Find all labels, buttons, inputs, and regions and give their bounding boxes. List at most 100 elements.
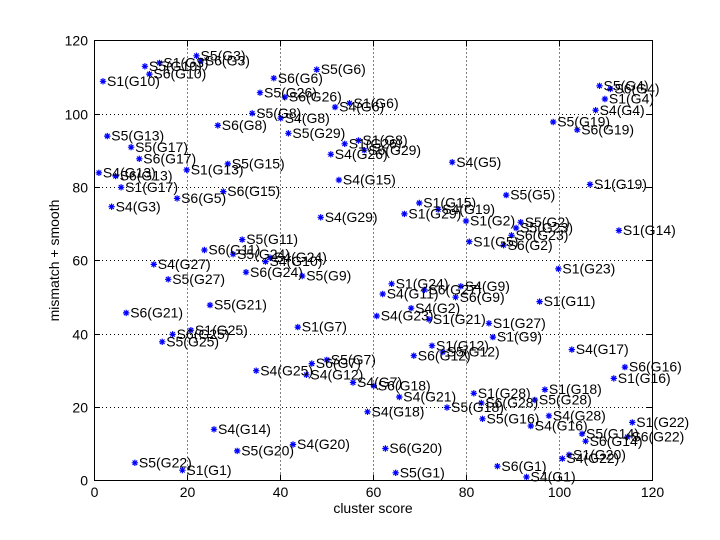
- svg-text:S5(G19): S5(G19): [557, 114, 610, 130]
- svg-text:S4(G25): S4(G25): [260, 362, 313, 378]
- svg-text:S4(G3): S4(G3): [116, 198, 161, 214]
- svg-text:S4(G6): S4(G6): [339, 99, 384, 115]
- svg-text:S1(G26): S1(G26): [349, 135, 402, 151]
- svg-text:S5(G23): S5(G23): [520, 220, 573, 236]
- svg-text:40: 40: [72, 327, 88, 343]
- svg-text:S6(G8): S6(G8): [222, 117, 267, 133]
- svg-text:S6(G3): S6(G3): [205, 52, 250, 68]
- svg-text:S5(G13): S5(G13): [111, 128, 164, 144]
- svg-text:S1(G18): S1(G18): [549, 381, 602, 397]
- svg-text:S6(G2): S6(G2): [508, 237, 553, 253]
- svg-text:S4(G19): S4(G19): [442, 201, 495, 217]
- svg-text:S4(G8): S4(G8): [285, 110, 330, 126]
- svg-text:S5(G16): S5(G16): [487, 410, 540, 426]
- svg-text:S5(G17): S5(G17): [135, 139, 188, 155]
- svg-text:S6(G15): S6(G15): [227, 183, 280, 199]
- svg-text:S4(G17): S4(G17): [576, 341, 629, 357]
- svg-text:S4(G22): S4(G22): [566, 450, 619, 466]
- svg-text:S5(G22): S5(G22): [139, 454, 192, 470]
- svg-text:S6(G10): S6(G10): [153, 66, 206, 82]
- svg-text:S6(G29): S6(G29): [368, 142, 421, 158]
- svg-text:S5(G14): S5(G14): [586, 425, 639, 441]
- svg-text:S6(G5): S6(G5): [181, 190, 226, 206]
- svg-text:S1(G5): S1(G5): [473, 233, 518, 249]
- svg-text:S1(G8): S1(G8): [363, 132, 408, 148]
- svg-text:S4(G11): S4(G11): [387, 286, 439, 302]
- svg-text:S5(G25): S5(G25): [166, 333, 219, 349]
- svg-text:S5(G24): S5(G24): [237, 246, 290, 262]
- svg-text:S5(G3): S5(G3): [201, 47, 246, 63]
- svg-text:100: 100: [65, 107, 89, 123]
- svg-text:60: 60: [72, 253, 88, 269]
- svg-text:S6(G18): S6(G18): [378, 377, 431, 393]
- svg-text:S1(G2): S1(G2): [470, 213, 515, 229]
- svg-text:80: 80: [459, 484, 475, 500]
- svg-text:S4(G21): S4(G21): [403, 389, 456, 405]
- svg-text:S6(G22): S6(G22): [631, 429, 684, 445]
- svg-text:S6(G28): S6(G28): [485, 395, 538, 411]
- svg-text:S6(G12): S6(G12): [418, 347, 471, 363]
- svg-text:S1(G12): S1(G12): [436, 337, 489, 353]
- svg-text:S6(G24): S6(G24): [250, 264, 303, 280]
- svg-text:S5(G12): S5(G12): [447, 344, 500, 360]
- svg-text:S4(G28): S4(G28): [553, 407, 606, 423]
- svg-text:S1(G3): S1(G3): [163, 55, 208, 71]
- svg-text:S1(G4): S1(G4): [609, 91, 654, 107]
- svg-text:S1(G11): S1(G11): [544, 293, 596, 309]
- svg-text:S1(G21): S1(G21): [433, 311, 486, 327]
- svg-text:S5(G8): S5(G8): [256, 105, 301, 121]
- svg-text:S1(G25): S1(G25): [195, 322, 248, 338]
- svg-text:S1(G17): S1(G17): [125, 179, 178, 195]
- svg-text:S6(G27): S6(G27): [428, 282, 481, 298]
- svg-text:S1(G23): S1(G23): [562, 261, 615, 277]
- svg-text:S1(G10): S1(G10): [107, 73, 160, 89]
- svg-text:S4(G7): S4(G7): [357, 374, 402, 390]
- svg-text:S5(G10): S5(G10): [149, 58, 202, 74]
- svg-text:S5(G28): S5(G28): [539, 392, 592, 408]
- svg-text:S6(G6): S6(G6): [278, 70, 323, 86]
- svg-text:S6(G25): S6(G25): [177, 326, 230, 342]
- svg-text:S5(G5): S5(G5): [510, 187, 555, 203]
- svg-text:S1(G24): S1(G24): [396, 275, 449, 291]
- svg-text:S1(G9): S1(G9): [497, 329, 542, 345]
- svg-text:80: 80: [72, 180, 88, 196]
- svg-text:100: 100: [548, 484, 572, 500]
- svg-text:S4(G9): S4(G9): [465, 278, 510, 294]
- svg-text:S4(G5): S4(G5): [456, 154, 501, 170]
- svg-text:120: 120: [641, 484, 665, 500]
- svg-text:S4(G10): S4(G10): [270, 253, 323, 269]
- svg-text:S6(G7): S6(G7): [316, 355, 361, 371]
- svg-text:S1(G7): S1(G7): [302, 319, 347, 335]
- svg-text:S6(G9): S6(G9): [460, 289, 505, 305]
- svg-text:S4(G24): S4(G24): [274, 249, 327, 265]
- svg-text:S6(G1): S6(G1): [501, 458, 546, 474]
- svg-text:S1(G14): S1(G14): [623, 222, 676, 238]
- svg-text:S6(G26): S6(G26): [289, 89, 342, 105]
- svg-text:S6(G20): S6(G20): [389, 440, 442, 456]
- svg-text:S4(G4): S4(G4): [600, 102, 645, 118]
- svg-text:S5(G1): S5(G1): [400, 464, 445, 480]
- svg-text:S4(G16): S4(G16): [535, 418, 588, 434]
- svg-text:S1(G27): S1(G27): [493, 315, 546, 331]
- svg-text:S1(G16): S1(G16): [618, 370, 671, 386]
- svg-text:S1(G13): S1(G13): [191, 162, 244, 178]
- svg-text:S5(G6): S5(G6): [321, 61, 366, 77]
- svg-text:S5(G18): S5(G18): [451, 399, 504, 415]
- svg-text:S1(G28): S1(G28): [478, 385, 531, 401]
- svg-text:S4(G12): S4(G12): [310, 366, 363, 382]
- svg-text:S5(G27): S5(G27): [172, 271, 225, 287]
- svg-text:S4(G26): S4(G26): [335, 146, 388, 162]
- svg-text:S1(G1): S1(G1): [186, 462, 231, 478]
- svg-text:S6(G21): S6(G21): [130, 305, 183, 321]
- svg-text:S5(G26): S5(G26): [264, 84, 317, 100]
- svg-text:S5(G11): S5(G11): [246, 231, 298, 247]
- svg-text:mismatch + smooth: mismatch + smooth: [46, 200, 62, 322]
- svg-text:40: 40: [273, 484, 289, 500]
- svg-text:S6(G19): S6(G19): [581, 121, 634, 137]
- svg-text:S4(G29): S4(G29): [325, 209, 378, 225]
- svg-text:S4(G1): S4(G1): [531, 469, 576, 485]
- svg-text:S1(G15): S1(G15): [423, 195, 476, 211]
- svg-text:S4(G2): S4(G2): [415, 300, 460, 316]
- svg-text:S5(G7): S5(G7): [331, 352, 376, 368]
- svg-text:S4(G20): S4(G20): [297, 436, 350, 452]
